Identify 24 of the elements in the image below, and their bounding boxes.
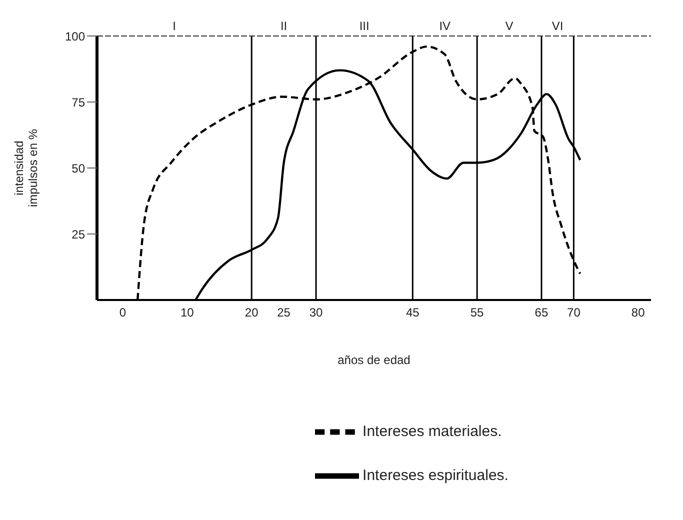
text: IV (439, 19, 451, 33)
x-tick-label: 10 (180, 306, 194, 320)
y-tick-label: 100 (64, 29, 86, 44)
legend-label: Intereses espirituales. (362, 466, 508, 484)
text: III (359, 19, 370, 33)
x-tick-label: 70 (567, 306, 581, 320)
y-tick-label: 50 (72, 161, 86, 176)
text: II (280, 19, 288, 33)
x-axis-title: años de edad (338, 353, 410, 367)
x-tick-label: 30 (309, 306, 324, 320)
x-tick-label: 25 (277, 306, 291, 320)
x-tick-label: 20 (244, 306, 259, 320)
x-tick-label: 65 (534, 306, 548, 320)
legend-label: Intereses materiales. (362, 422, 502, 440)
y-axis-title: intensidad impulsos en % (12, 128, 40, 208)
text: I (172, 19, 176, 33)
y-tick-label: 25 (72, 227, 86, 242)
x-tick-label: 80 (631, 306, 646, 320)
text: V (505, 19, 514, 33)
x-tick-label: 45 (406, 306, 420, 320)
x-tick-label: 0 (119, 306, 126, 320)
text: VI (552, 19, 564, 33)
y-tick-label: 75 (72, 95, 86, 110)
x-tick-label: 55 (470, 306, 484, 320)
